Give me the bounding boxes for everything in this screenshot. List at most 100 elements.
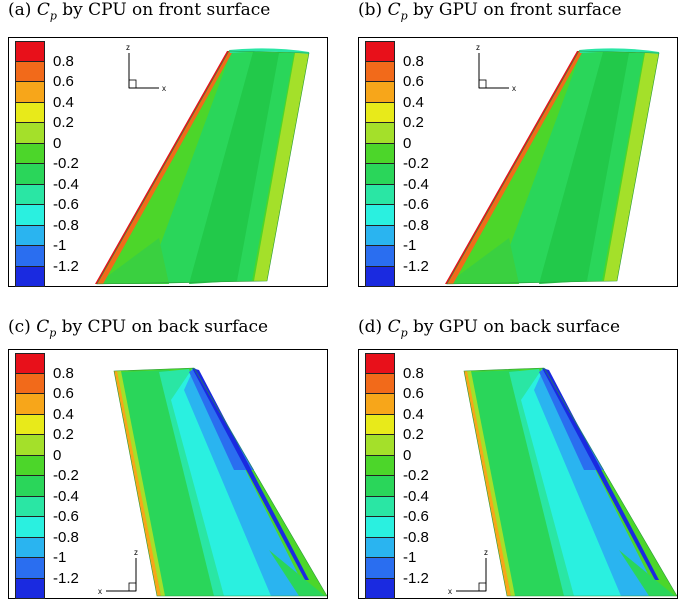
x-axis-label: x bbox=[512, 84, 516, 93]
colorbar-cell bbox=[15, 496, 45, 517]
colorbar-tick-label: -0.4 bbox=[403, 175, 429, 193]
colorbar-cell bbox=[365, 537, 395, 558]
colorbar-frame bbox=[365, 353, 395, 599]
colorbar: 0.8 0.6 0.4 0.2 0 -0.2 -0.4 -0.6 -0.8 -1 -1.2 bbox=[15, 353, 79, 599]
colorbar-frame bbox=[15, 353, 45, 599]
z-axis-label: z bbox=[484, 548, 488, 557]
colorbar: 0.8 0.6 0.4 0.2 0 -0.2 -0.4 -0.6 -0.8 -1 -1.2 bbox=[15, 41, 79, 287]
colorbar-cell bbox=[365, 455, 395, 476]
caption-d: (d) Cp by GPU on back surface bbox=[358, 317, 621, 340]
colorbar-cell bbox=[15, 143, 45, 164]
colorbar: 0.8 0.6 0.4 0.2 0 -0.2 -0.4 -0.6 -0.8 -1 -1.2 bbox=[365, 41, 429, 287]
panel-c: z x 0.8 0.6 0.4 0.2 0 -0.2 -0.4 -0.6 -0.8 -1 -1.2 bbox=[8, 349, 328, 599]
colorbar-cell bbox=[15, 102, 45, 123]
colorbar-tick-label: -0.2 bbox=[403, 467, 429, 484]
colorbar-tick-label: 0 bbox=[53, 134, 62, 152]
colorbar-tick-label: -0.2 bbox=[53, 155, 79, 172]
colorbar-tick-label: 0.6 bbox=[403, 385, 424, 402]
colorbar-tick-label: 0.8 bbox=[53, 364, 74, 382]
colorbar-tick-label: -0.4 bbox=[53, 175, 79, 193]
colorbar-cell bbox=[365, 41, 395, 62]
colorbar-tick-label: -0.8 bbox=[53, 216, 79, 234]
panel-d: z x 0.8 0.6 0.4 0.2 0 -0.2 -0.4 -0.6 -0.8 -1 -1.2 bbox=[358, 349, 678, 599]
colorbar-cell bbox=[15, 205, 45, 226]
colorbar-tick-label: -0.6 bbox=[403, 196, 429, 213]
colorbar-tick-label: 0.2 bbox=[403, 114, 424, 131]
colorbar-cell bbox=[365, 476, 395, 497]
colorbar-cell bbox=[15, 373, 45, 394]
colorbar-cell bbox=[15, 414, 45, 435]
colorbar-cell bbox=[365, 394, 395, 415]
colorbar-cell bbox=[15, 225, 45, 246]
colorbar-cell bbox=[15, 353, 45, 374]
colorbar-tick-label: -1 bbox=[53, 237, 67, 254]
colorbar-tick-label: 0 bbox=[53, 446, 62, 464]
colorbar-tick-label: 0.4 bbox=[403, 93, 424, 111]
colorbar-cell bbox=[15, 517, 45, 538]
caption-b: (b) Cp by GPU on front surface bbox=[358, 0, 622, 23]
colorbar-cell bbox=[365, 102, 395, 123]
colorbar-tick-label: -0.6 bbox=[403, 508, 429, 525]
colorbar-cell bbox=[365, 414, 395, 435]
colorbar-frame bbox=[15, 41, 45, 287]
front-wing-contour: z x bbox=[95, 43, 310, 285]
colorbar-cell bbox=[365, 435, 395, 456]
panel-b: z x 0.8 0.6 0.4 0.2 0 -0.2 -0.4 -0.6 -0.8 -1 -1.2 bbox=[358, 37, 678, 287]
z-axis-label: z bbox=[134, 548, 138, 557]
colorbar-tick-label: 0.6 bbox=[53, 73, 74, 90]
z-axis-label: z bbox=[476, 43, 480, 52]
colorbar-tick-label: 0 bbox=[403, 446, 412, 464]
colorbar-tick-label: -1 bbox=[403, 237, 417, 254]
colorbar-cell bbox=[365, 164, 395, 185]
colorbar-cell bbox=[365, 246, 395, 267]
colorbar-tick-label: -0.4 bbox=[53, 487, 79, 505]
front-wing-contour: z x bbox=[445, 43, 660, 285]
colorbar-cell bbox=[15, 537, 45, 558]
colorbar-cell bbox=[15, 184, 45, 205]
colorbar-cell bbox=[365, 558, 395, 579]
colorbar-cell bbox=[15, 164, 45, 185]
colorbar-cell bbox=[365, 353, 395, 374]
z-axis-label: z bbox=[126, 43, 130, 52]
colorbar: 0.8 0.6 0.4 0.2 0 -0.2 -0.4 -0.6 -0.8 -1 -1.2 bbox=[365, 353, 429, 599]
colorbar-cell bbox=[15, 558, 45, 579]
colorbar-cell bbox=[15, 394, 45, 415]
back-wing-contour: z x bbox=[98, 367, 327, 597]
colorbar-cell bbox=[365, 123, 395, 144]
colorbar-cell bbox=[365, 82, 395, 103]
colorbar-tick-label: 0.4 bbox=[53, 93, 74, 111]
colorbar-cell bbox=[365, 184, 395, 205]
colorbar-cell bbox=[15, 82, 45, 103]
colorbar-cell bbox=[365, 61, 395, 82]
colorbar-tick-label: 0.6 bbox=[403, 73, 424, 90]
colorbar-tick-label: 0.2 bbox=[53, 114, 74, 131]
colorbar-tick-label: 0 bbox=[403, 134, 412, 152]
colorbar-tick-label: -0.2 bbox=[53, 467, 79, 484]
colorbar-cell bbox=[365, 496, 395, 517]
colorbar-cell bbox=[365, 205, 395, 226]
colorbar-cell bbox=[365, 225, 395, 246]
colorbar-tick-label: -0.4 bbox=[403, 487, 429, 505]
colorbar-tick-label: -1.2 bbox=[53, 569, 79, 587]
colorbar-tick-label: -1.2 bbox=[53, 257, 79, 275]
colorbar-cell bbox=[15, 41, 45, 62]
panel-a: z x 0.8 0.6 0.4 0.2 0 -0.2 -0.4 -0.6 -0.8 -1 -1.2 bbox=[8, 37, 328, 287]
colorbar-cell bbox=[15, 61, 45, 82]
colorbar-tick-label: -0.8 bbox=[403, 528, 429, 546]
colorbar-cell bbox=[15, 476, 45, 497]
colorbar-tick-label: -1.2 bbox=[403, 257, 429, 275]
colorbar-cell bbox=[365, 373, 395, 394]
colorbar-cell bbox=[15, 246, 45, 267]
colorbar-tick-label: -0.8 bbox=[53, 528, 79, 546]
colorbar-cell bbox=[365, 517, 395, 538]
colorbar-cell bbox=[15, 455, 45, 476]
colorbar-tick-label: -0.6 bbox=[53, 196, 79, 213]
x-axis-label: x bbox=[162, 84, 166, 93]
colorbar-tick-label: -1 bbox=[403, 549, 417, 566]
colorbar-tick-label: -0.8 bbox=[403, 216, 429, 234]
colorbar-tick-label: 0.2 bbox=[53, 426, 74, 443]
back-wing-contour: z x bbox=[448, 367, 677, 597]
colorbar-cell bbox=[15, 435, 45, 456]
colorbar-tick-label: -1.2 bbox=[403, 569, 429, 587]
colorbar-tick-label: 0.4 bbox=[53, 405, 74, 423]
